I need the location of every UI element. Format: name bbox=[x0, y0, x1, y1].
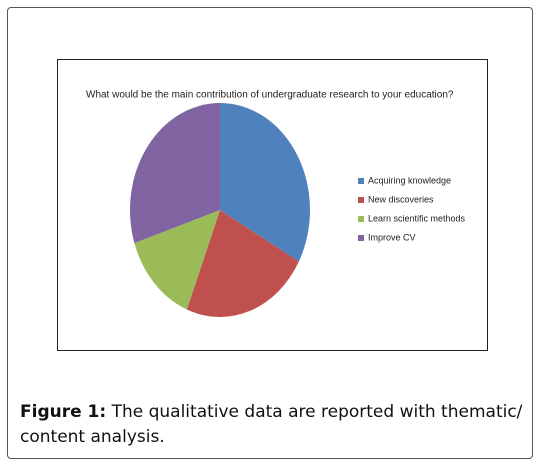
legend-swatch bbox=[358, 235, 364, 241]
figure-frame bbox=[7, 7, 533, 459]
legend-label: Acquiring knowledge bbox=[368, 175, 451, 185]
caption-text: The qualitative data are reported with t… bbox=[20, 402, 523, 447]
pie-slice bbox=[186, 210, 299, 317]
pie-slice bbox=[220, 103, 310, 262]
chart-title: What would be the main contribution of u… bbox=[86, 90, 454, 101]
caption-label: Figure 1: bbox=[20, 402, 107, 422]
caption: Figure 1: The qualitative data are repor… bbox=[20, 400, 530, 450]
legend-label: Improve CV bbox=[368, 232, 416, 242]
legend-swatch bbox=[358, 216, 364, 222]
legend-label: New discoveries bbox=[368, 194, 434, 204]
legend-swatch bbox=[358, 178, 364, 184]
legend-label: Learn scientific methods bbox=[368, 213, 466, 223]
pie-slice bbox=[130, 103, 220, 244]
chart: What would be the main contribution of u… bbox=[86, 90, 466, 317]
pie-slice bbox=[134, 210, 220, 310]
chart-box: What would be the main contribution of u… bbox=[57, 59, 488, 351]
legend-swatch bbox=[358, 197, 364, 203]
